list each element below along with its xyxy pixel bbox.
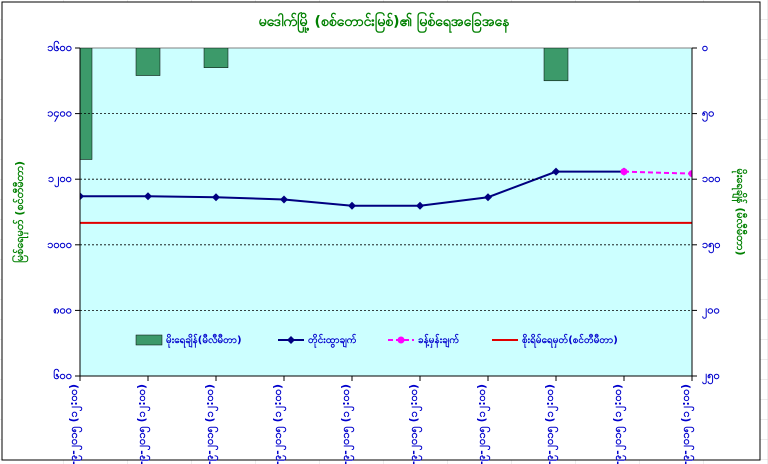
point-marker [348,201,356,210]
x-tick-label: ၂၈-၉-၂၀၁၅ (၁၂:၀၀) [543,384,559,464]
x-tick-label: ၂၄-၉-၂၀၁၅ (၁၂:၀၀) [271,384,287,464]
point-marker [280,195,288,204]
x-tick-label: ၂၅-၉-၂၀၁၅ (၁၂:၀၀) [339,384,355,464]
y2-tick-label: ၁၅၀ [702,238,721,254]
y-tick-label: ၁၆၀၀ [47,41,72,54]
point-marker [620,168,628,176]
legend-label: ခန့်မှန်းချက် [418,333,459,349]
x-tick-label: ၂၆-၉-၂၀၁၅ (၁၂:၀၀) [407,384,423,464]
legend-label: မိုးရေချိန်(မီလီမီတာ) [166,333,242,349]
x-tick-label: ၂၇-၉-၂၀၁၅ (၁၂:၀၀) [475,384,491,464]
legend-swatch [135,334,163,346]
point-marker [144,192,152,201]
plot-area [79,47,693,377]
plot-layer [80,48,692,224]
y-tick-label: ၆၀၀ [53,369,72,382]
legend-label: တိုင်းထွာချက် [308,333,357,349]
legend-marker [397,336,405,344]
bar [135,48,161,76]
bar [80,48,93,160]
point-marker [688,170,692,178]
x-tick-label: ၂၁-၉-၂၀၁၅ (၁၂:၀၀) [67,384,83,464]
y-axis-label: မြစ်ရေမှတ် (စင်တီမီတာ) [11,161,29,263]
legend-label: စိုးရိမ်ရေမှတ်(စင်တီမီတာ) [522,333,618,349]
y2-tick-label: ၀ [702,41,708,54]
y-tick-label: ၁၀၀၀ [47,238,72,251]
bar [543,48,569,82]
y2-tick-label: ၁၀၀ [702,172,721,185]
chart-title: မဒေါက်မြို့ (စစ်တောင်းမြစ်)၏ မြစ်ရေအခြေအ… [259,12,511,33]
x-tick-label: ၂၃-၉-၂၀၁၅ (၁၂:၀၀) [203,384,219,464]
point-marker [552,167,560,176]
y-tick-label: ၁၄၀၀ [47,107,72,123]
legend-marker [287,336,295,344]
point-marker [416,201,424,210]
x-tick-label: ၂၉-၉-၂၀၁၅ (၁၂:၀၀) [611,384,627,464]
x-tick-label: ၂၂-၉-၂၀၁၅ (၁၂:၀၀) [135,384,151,464]
y-tick-label: ၁၂၀၀ [48,172,72,188]
y2-tick-label: ၅၀ [702,107,714,123]
series-line [623,170,692,175]
y2-axis-label: မိုးရေချိန် (မီလီမီတာ) [731,169,748,256]
x-tick-label: ၃၀-၉-၂၀၁၅ (၁၂:၀၀) [679,384,695,464]
y-tick-label: ၈၀၀ [53,303,72,316]
bar [203,48,229,68]
point-marker [80,192,84,201]
y2-tick-label: ၂၅၀ [702,369,720,385]
point-marker [484,193,492,202]
point-marker [212,193,220,202]
y2-tick-label: ၂၀၀ [702,303,720,319]
